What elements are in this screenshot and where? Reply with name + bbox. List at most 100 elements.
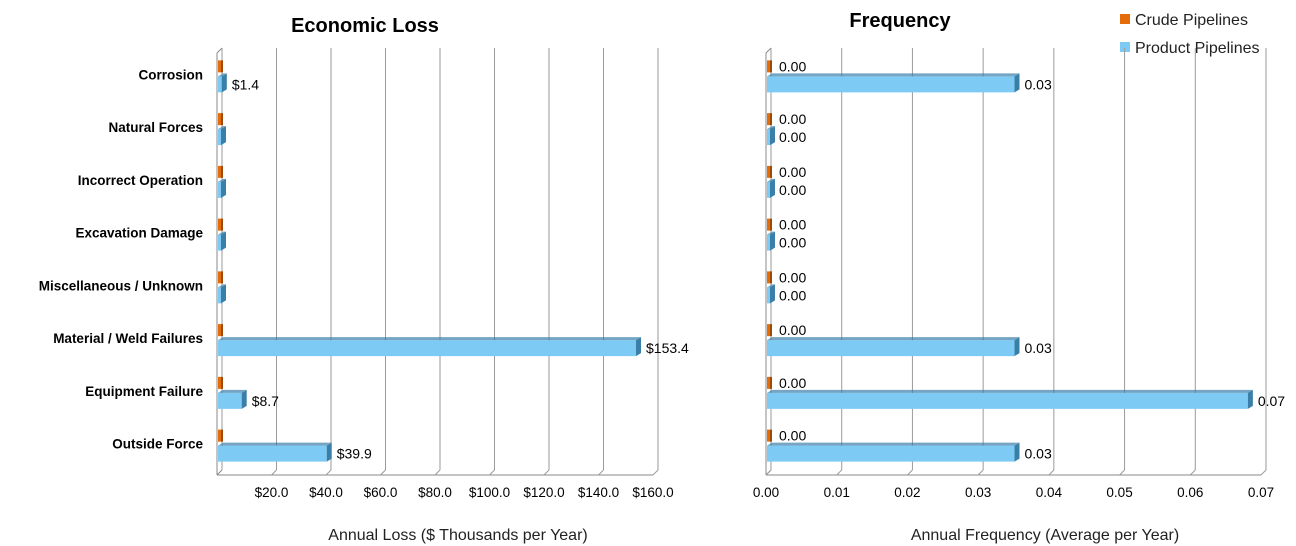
legend-swatch-product: [1120, 42, 1130, 52]
bar-product: [767, 234, 770, 251]
x-tick-label: $20.0: [255, 485, 289, 500]
bar-product-side: [1014, 442, 1020, 462]
x-axis-title: Annual Loss ($ Thousands per Year): [328, 527, 587, 544]
bar-product: [218, 445, 327, 462]
data-label-crude: 0.00: [779, 269, 806, 285]
bar-crude-side: [221, 324, 223, 337]
x-tick-label: $40.0: [309, 485, 343, 500]
bar-crude-side: [770, 324, 772, 337]
data-label-crude: 0.00: [779, 375, 806, 391]
gridline-floor: [598, 469, 604, 476]
gridline-floor: [977, 469, 984, 476]
category-label: Outside Force: [112, 437, 203, 452]
chart-0: Economic Loss $20.0 $40.0 $60.0 $80.0 $100.0 $…: [39, 15, 689, 544]
bar-crude-side: [770, 165, 772, 178]
bar-product: [767, 340, 1015, 357]
bar-crude: [767, 113, 770, 126]
gridline-floor: [836, 469, 843, 476]
chart-1: Frequency 0.00 0.01 0.02 0.03 0.04 0.05 0.06 0.0…: [753, 10, 1285, 544]
bar-product-side: [636, 337, 642, 357]
gridline-floor: [1260, 469, 1267, 476]
category-label: Corrosion: [138, 67, 203, 82]
category-label: Natural Forces: [108, 120, 203, 135]
x-tick-label: 0.07: [1248, 485, 1274, 500]
bar-crude: [767, 376, 770, 389]
x-tick-label: $160.0: [632, 485, 673, 500]
data-label-product: $1.4: [232, 76, 259, 92]
x-axis-title: Annual Frequency (Average per Year): [911, 527, 1179, 544]
data-label-crude: 0.00: [779, 164, 806, 180]
bar-product-top: [218, 231, 226, 235]
category-label: Material / Weld Failures: [53, 331, 203, 346]
bar-crude-side: [770, 60, 772, 73]
data-label-product: 0.00: [779, 235, 806, 251]
bar-product: [767, 392, 1248, 409]
bar-product-top: [767, 73, 1020, 77]
category-label: Equipment Failure: [85, 384, 203, 399]
bar-product-side: [1014, 73, 1020, 93]
y-axis-top-edge: [216, 47, 223, 54]
bar-product: [218, 287, 221, 304]
y-axis-top-edge: [765, 47, 772, 54]
bar-crude-side: [221, 165, 223, 178]
bar-product-side: [1014, 337, 1020, 357]
x-tick-label: 0.01: [824, 485, 850, 500]
bar-product: [767, 445, 1015, 462]
data-label-crude: 0.00: [779, 428, 806, 444]
gridline-floor: [1048, 469, 1055, 476]
bar-crude: [767, 165, 770, 178]
x-tick-label: $60.0: [364, 485, 398, 500]
bar-product-top: [767, 284, 775, 288]
bar-product-side: [221, 284, 226, 304]
bar-crude: [218, 218, 221, 231]
bar-product-side: [770, 231, 775, 251]
x-tick-label: 0.05: [1106, 485, 1132, 500]
data-label-crude: 0.00: [779, 217, 806, 233]
bar-crude: [218, 324, 221, 337]
data-label-crude: 0.00: [779, 58, 806, 74]
category-label: Excavation Damage: [75, 226, 203, 241]
bar-crude-side: [770, 218, 772, 231]
bar-product: [218, 76, 222, 93]
bar-product-top: [218, 126, 226, 130]
bar-product-side: [221, 231, 226, 251]
x-tick-label: $140.0: [578, 485, 619, 500]
bar-product-side: [770, 178, 775, 198]
x-tick-label: 0.02: [894, 485, 920, 500]
bar-product-top: [218, 178, 226, 182]
bar-product-top: [218, 442, 332, 446]
bar-crude-side: [221, 60, 223, 73]
data-label-product: 0.03: [1025, 340, 1052, 356]
gridline-floor: [652, 469, 659, 476]
gridline-floor: [434, 469, 441, 476]
bar-crude: [218, 376, 221, 389]
data-label-product: 0.07: [1258, 393, 1285, 409]
bar-crude-side: [770, 429, 772, 442]
bar-product: [767, 287, 770, 304]
gridline-floor: [907, 469, 913, 476]
legend-label-product: Product Pipelines: [1135, 40, 1260, 57]
bar-crude-side: [221, 113, 223, 126]
legend-label-crude: Crude Pipelines: [1135, 12, 1248, 29]
bar-product: [767, 76, 1015, 93]
bar-crude: [767, 271, 770, 284]
bar-product-side: [770, 284, 775, 304]
x-tick-label: 0.03: [965, 485, 991, 500]
bar-crude: [218, 271, 221, 284]
gridline-floor: [380, 469, 386, 476]
x-tick-label: $120.0: [523, 485, 564, 500]
bar-crude-side: [221, 218, 223, 231]
bar-crude: [767, 218, 770, 231]
bar-product-top: [767, 178, 775, 182]
bar-product-top: [767, 442, 1020, 446]
x-tick-label: 0.06: [1177, 485, 1203, 500]
bar-crude: [218, 165, 221, 178]
bar-product: [218, 234, 221, 251]
bar-product-side: [221, 126, 226, 146]
bar-product: [218, 181, 221, 198]
bar-product-side: [221, 73, 227, 93]
bar-crude: [767, 324, 770, 337]
bar-crude: [218, 429, 221, 442]
